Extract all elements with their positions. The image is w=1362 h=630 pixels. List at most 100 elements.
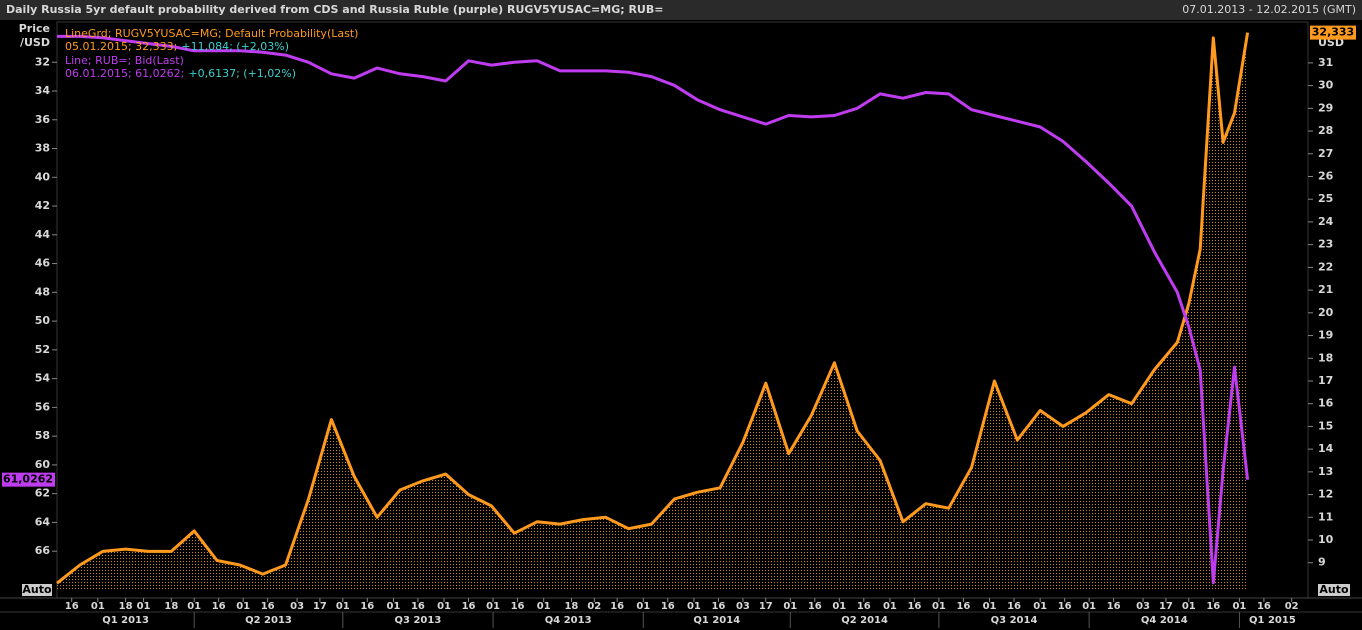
- x-tick-label: 01: [486, 601, 500, 612]
- y-tick-label: 44: [35, 228, 51, 241]
- x-tick-label: 16: [711, 601, 725, 612]
- quarter-label: Q4 2014: [1141, 615, 1188, 626]
- quarter-label: Q3 2014: [991, 615, 1038, 626]
- quarter-label: Q2 2014: [841, 615, 888, 626]
- y2-tick-label: 13: [1318, 465, 1333, 478]
- x-tick-label: 01: [636, 601, 650, 612]
- y2-tick-label: 16: [1318, 397, 1334, 410]
- x-tick-label: 01: [783, 601, 797, 612]
- legend-name: Line; RUB=; Bid(Last): [65, 54, 184, 67]
- y-tick-label: 40: [35, 170, 51, 183]
- date-range: 07.01.2013 - 12.02.2015 (GMT): [1182, 3, 1356, 16]
- x-tick-label: 01: [1182, 601, 1196, 612]
- x-tick-label: 01: [137, 601, 151, 612]
- y-tick-label: 50: [35, 314, 51, 327]
- x-tick-label: 17: [1159, 601, 1173, 612]
- y2-tick-label: 17: [1318, 374, 1333, 387]
- y2-tick-label: 26: [1318, 169, 1334, 182]
- x-tick-label: 01: [236, 601, 250, 612]
- y2-tick-label: 25: [1318, 192, 1333, 205]
- x-tick-label: 03: [1136, 601, 1150, 612]
- y2-tick-label: 27: [1318, 147, 1333, 160]
- x-tick-label: 01: [1033, 601, 1047, 612]
- y2-tick-label: 21: [1318, 283, 1333, 296]
- x-tick-label: 17: [759, 601, 773, 612]
- auto-button[interactable]: [1318, 584, 1350, 596]
- y-axis-label: /USD: [20, 36, 50, 49]
- last-value-label: 61,0262: [3, 473, 53, 486]
- x-tick-label: 01: [537, 601, 551, 612]
- header-bar: [0, 0, 1362, 20]
- y-tick-label: 48: [35, 285, 50, 298]
- quarter-label: Q4 2013: [545, 615, 592, 626]
- x-tick-label: 18: [119, 601, 133, 612]
- y2-tick-label: 24: [1318, 215, 1334, 228]
- x-tick-label: 16: [1206, 601, 1220, 612]
- x-tick-label: 16: [411, 601, 425, 612]
- x-tick-label: 16: [808, 601, 822, 612]
- x-tick-label: 01: [932, 601, 946, 612]
- x-tick-label: 16: [1058, 601, 1072, 612]
- x-tick-label: 16: [360, 601, 374, 612]
- y2-tick-label: 10: [1318, 533, 1334, 546]
- x-tick-label: 01: [832, 601, 846, 612]
- legend-name: LineGrd; RUGV5YUSAC=MG; Default Probabil…: [65, 27, 358, 40]
- x-tick-label: 03: [290, 601, 304, 612]
- x-tick-label: 16: [857, 601, 871, 612]
- y2-tick-label: 14: [1318, 442, 1334, 455]
- auto-button[interactable]: [22, 584, 52, 596]
- y-tick-label: 42: [35, 199, 50, 212]
- legend-info: 05.01.2015; 32,333;: [65, 40, 177, 53]
- x-tick-label: 01: [1232, 601, 1246, 612]
- x-tick-label: 16: [907, 601, 921, 612]
- y-tick-label: 34: [35, 84, 51, 97]
- y-tick-label: 66: [35, 544, 51, 557]
- quarter-label: Q3 2013: [395, 615, 442, 626]
- x-tick-label: 01: [336, 601, 350, 612]
- y2-tick-label: 12: [1318, 488, 1333, 501]
- series-line: [57, 34, 1250, 585]
- x-tick-label: 02: [1285, 601, 1299, 612]
- quarter-label: Q1 2013: [102, 615, 149, 626]
- y2-tick-label: 22: [1318, 260, 1333, 273]
- series-line: [56, 32, 1250, 585]
- auto-button-label[interactable]: Auto: [22, 583, 52, 596]
- y-tick-label: 54: [35, 372, 51, 385]
- x-tick-label: 16: [1007, 601, 1021, 612]
- x-tick-label: 18: [564, 601, 578, 612]
- x-tick-label: 03: [736, 601, 750, 612]
- x-tick-label: 17: [313, 601, 327, 612]
- y2-tick-label: 29: [1318, 101, 1333, 114]
- x-tick-label: 01: [687, 601, 701, 612]
- x-tick-label: 16: [661, 601, 675, 612]
- x-tick-label: 01: [983, 601, 997, 612]
- x-tick-label: 16: [65, 601, 79, 612]
- y2-tick-label: 9: [1318, 556, 1326, 569]
- x-tick-label: 16: [1257, 601, 1271, 612]
- y2-tick-label: 19: [1318, 329, 1333, 342]
- x-tick-label: 16: [261, 601, 275, 612]
- y2-tick-label: 30: [1318, 79, 1334, 92]
- auto-button-label[interactable]: Auto: [1319, 583, 1349, 596]
- legend-info: 06.01.2015; 61,0262;: [65, 67, 184, 80]
- y2-tick-label: 15: [1318, 419, 1333, 432]
- y-tick-label: 46: [35, 257, 51, 270]
- y-tick-label: 64: [35, 515, 51, 528]
- area: [57, 32, 1248, 591]
- y-tick-label: 60: [35, 458, 51, 471]
- chart-title: Daily Russia 5yr default probability der…: [6, 3, 663, 16]
- quarter-label: Q1 2014: [693, 615, 740, 626]
- quarter-label: Q1 2015: [1249, 615, 1296, 626]
- y-tick-label: 62: [35, 487, 50, 500]
- x-tick-label: 16: [511, 601, 525, 612]
- x-tick-label: 01: [883, 601, 897, 612]
- y-tick-label: 36: [35, 113, 51, 126]
- x-tick-label: 01: [437, 601, 451, 612]
- legend-change: +11,084; (+2,03%): [181, 40, 289, 53]
- y-axis-label: Price: [19, 22, 50, 35]
- y2-tick-label: 20: [1318, 306, 1334, 319]
- x-tick-label: 16: [610, 601, 624, 612]
- y2-tick-label: 31: [1318, 56, 1333, 69]
- last-value-box: [1310, 25, 1356, 40]
